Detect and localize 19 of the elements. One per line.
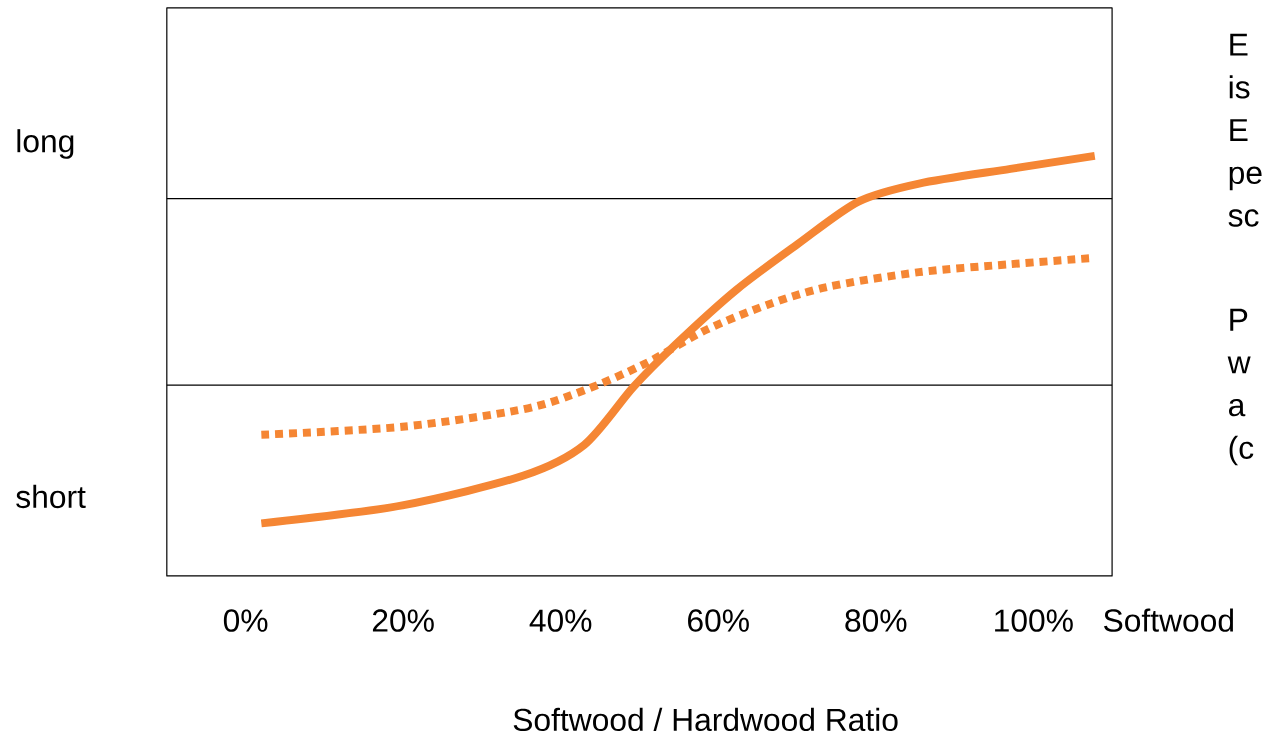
- text: is: [1229, 75, 1250, 99]
- x-tick-label: 60%: [688, 609, 749, 632]
- x-tick-label: 20%: [372, 609, 434, 632]
- x-tick-label: 80%: [845, 609, 907, 632]
- text: E: [1230, 119, 1248, 142]
- text: short: [16, 484, 86, 509]
- text: long: [17, 129, 74, 159]
- x-tick-label: 100%: [995, 609, 1073, 632]
- text: E: [1230, 33, 1248, 56]
- text: a: [1229, 399, 1246, 417]
- x-axis-title: Softwood / Hardwood Ratio: [513, 707, 898, 732]
- x-tick-label: 0%: [223, 609, 268, 632]
- x-tick-label: 40%: [529, 609, 592, 632]
- text: (c: [1229, 435, 1254, 466]
- text: P: [1230, 308, 1248, 331]
- text: w: [1227, 356, 1251, 374]
- text: sc: [1228, 209, 1259, 227]
- text: pe: [1229, 166, 1262, 191]
- text: Softwood: [1103, 608, 1233, 632]
